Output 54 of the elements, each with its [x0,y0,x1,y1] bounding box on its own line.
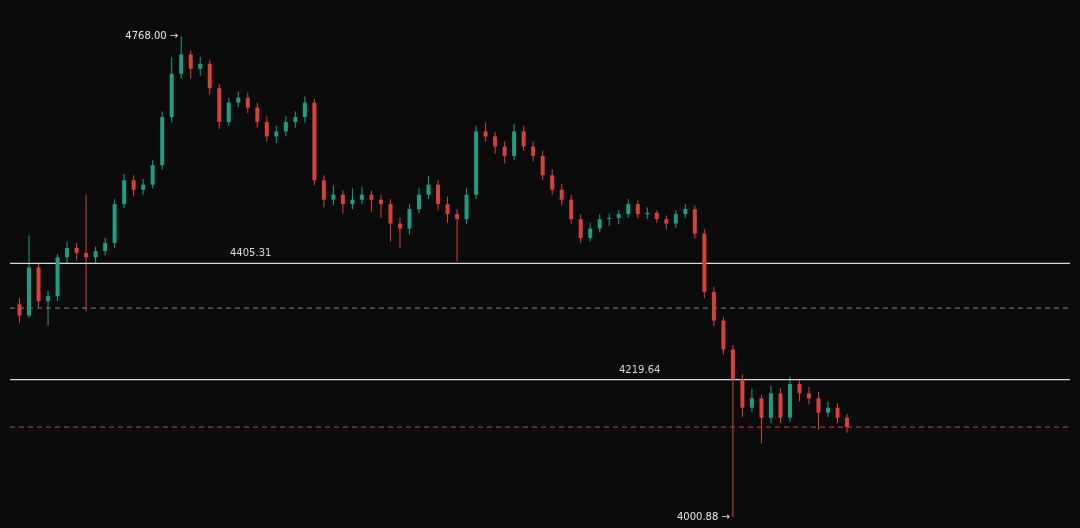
candlestick [417,187,422,214]
candlestick [759,394,764,444]
candlestick [588,222,593,243]
candlestick [436,179,441,211]
candlestick [483,122,488,142]
candlestick [626,198,631,219]
candlestick [455,208,460,263]
annotation: 4768.00 → [125,30,179,42]
candlestick [826,400,831,418]
candlestick [359,186,364,205]
candlestick [198,56,203,77]
candlestick [150,159,155,189]
candlestick [835,402,840,424]
candlestick [540,150,545,181]
candlestick [321,174,326,208]
candlestick [179,35,184,80]
candlestick [331,184,336,206]
ref-line-label: 4405.31 [230,247,272,259]
candlestick [502,140,507,164]
candlestick [17,297,22,324]
candlestick [46,290,51,327]
candlestick [806,386,811,406]
candlestick [521,125,526,152]
candlestick [531,140,536,163]
candlestick [578,213,583,244]
candlestick [255,102,260,129]
candlestick [264,115,269,142]
candlestick [797,380,802,402]
candlestick [569,194,574,225]
candlestick [445,196,450,224]
candlestick [122,173,127,209]
candlestick [283,115,288,137]
candlestick [749,388,754,413]
candlestick [388,198,393,243]
candlestick [845,413,850,434]
candlestick [407,203,412,235]
candlestick [369,189,374,213]
candlestick [597,213,602,233]
candlestick [226,97,231,127]
candlestick [65,241,70,265]
candlestick [493,131,498,155]
ref-line-label: 4219.64 [619,363,661,375]
candlestick [131,174,136,198]
candlestick [550,169,555,196]
candlestick [302,95,307,124]
candlestick [397,217,402,249]
candlestick [426,175,431,200]
candlestick [188,50,193,80]
candlestick [245,92,250,114]
candlestick [340,189,345,214]
candlestick [559,183,564,206]
candlestick [816,391,821,431]
candlestick [103,237,108,256]
annotation: 4000.88 → [676,510,730,522]
